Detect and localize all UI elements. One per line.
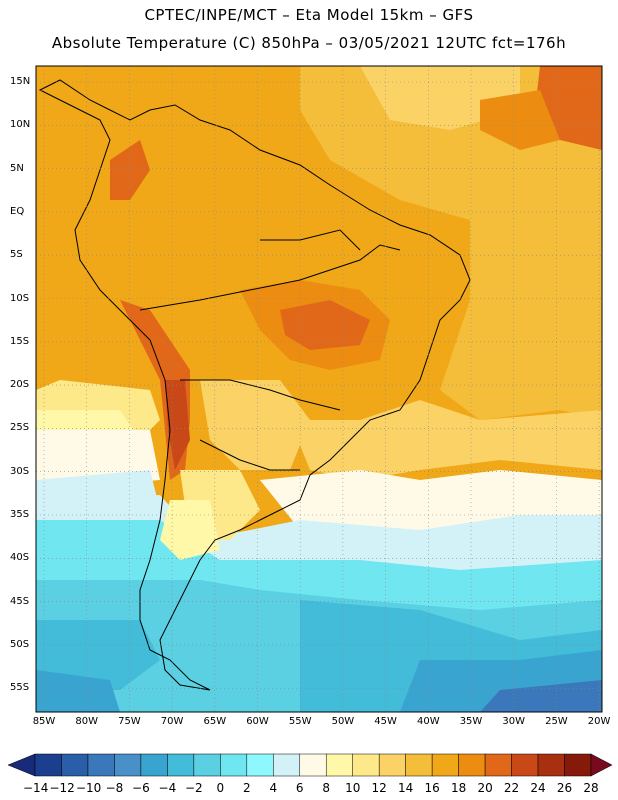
map-subtitle: Absolute Temperature (C) 850hPa – 03/05/… [51, 34, 567, 52]
colorbar-label: 10 [345, 781, 361, 795]
colorbar-swatch [405, 753, 433, 777]
colorbar-swatch [140, 753, 168, 777]
latitude-label: 50S [10, 638, 30, 650]
colorbar-label: −10 [75, 781, 102, 795]
colorbar-label: 26 [556, 781, 573, 795]
colorbar-swatch [484, 753, 512, 777]
colorbar-high-arrow [590, 753, 613, 777]
latitude-label: 20S [10, 379, 30, 391]
colorbar-swatch [352, 753, 380, 777]
colorbar-swatch [193, 753, 221, 777]
map-frame [35, 65, 603, 713]
colorbar-swatch [87, 753, 115, 777]
colorbar-label: −14 [23, 781, 49, 795]
colorbar-label: 2 [242, 781, 251, 795]
latitude-label: 55S [10, 682, 30, 694]
longitude-label: 50W [331, 716, 355, 727]
colorbar-swatch [34, 753, 62, 777]
colorbar-swatch [299, 753, 327, 777]
colorbar-label: 20 [477, 781, 493, 795]
colorbar-label: 0 [216, 781, 225, 795]
longitude-label: 45W [374, 716, 397, 727]
latitude-label: 15S [10, 335, 30, 347]
colorbar-label: 24 [530, 781, 546, 795]
latitude-label: 40S [10, 552, 30, 564]
colorbar-swatch [378, 753, 406, 777]
colorbar-swatch [61, 753, 89, 777]
colorbar-swatch [220, 753, 248, 777]
colorbar-label: 28 [583, 781, 599, 795]
longitude-label: 35W [459, 716, 483, 727]
latitude-label: 5N [10, 162, 24, 174]
longitude-label: 55W [288, 716, 312, 727]
colorbar-label: −6 [132, 781, 150, 795]
colorbar-swatch [511, 753, 539, 777]
temperature-field [36, 66, 602, 712]
longitude-label: 85W [32, 716, 56, 727]
colorbar-label: 22 [503, 781, 520, 795]
longitude-label: 40W [416, 716, 440, 727]
longitude-label: 65W [203, 716, 227, 727]
latitude-label: 45S [10, 595, 30, 607]
colorbar-swatch [564, 753, 592, 777]
colorbar-label: 6 [295, 781, 304, 795]
longitude-label: 20W [587, 716, 611, 727]
longitude-label: 25W [545, 716, 568, 727]
latitude-label: 5S [10, 249, 23, 261]
colorbar-swatch [114, 753, 142, 777]
longitude-label: 75W [118, 716, 141, 727]
colorbar-label: 12 [371, 781, 387, 795]
colorbar-swatch [537, 753, 565, 777]
latitude-label: 25S [10, 422, 30, 434]
colorbar-label: 18 [450, 781, 467, 795]
colorbar-swatch [246, 753, 274, 777]
colorbar-label: 16 [424, 781, 440, 795]
longitude-label: 60W [246, 716, 269, 727]
colorbar-label: −8 [105, 781, 124, 795]
latitude-label: 10S [10, 292, 30, 304]
latitude-label: EQ [10, 205, 25, 217]
colorbar-swatch [431, 753, 459, 777]
colorbar-label: 4 [269, 781, 278, 795]
longitude-label: 70W [160, 716, 184, 727]
colorbar-label: 8 [322, 781, 331, 795]
colorbar-label: −12 [49, 781, 75, 795]
colorbar-swatch [273, 753, 301, 777]
longitude-label: 80W [75, 716, 98, 727]
colorbar-label: −4 [158, 781, 177, 795]
colorbar-label: −2 [184, 781, 203, 795]
latitude-label: 15N [10, 76, 31, 87]
latitude-label: 10N [10, 119, 31, 131]
colorbar-swatch [458, 753, 486, 777]
latitude-label: 35S [10, 509, 30, 520]
longitude-label: 30W [502, 716, 525, 727]
colorbar-swatch [325, 753, 353, 777]
colorbar-label: 14 [398, 781, 414, 795]
colorbar-low-arrow [7, 753, 36, 777]
map-title: CPTEC/INPE/MCT – Eta Model 15km – GFS [144, 6, 474, 24]
colorbar-swatch [167, 753, 195, 777]
latitude-label: 30S [10, 465, 30, 477]
